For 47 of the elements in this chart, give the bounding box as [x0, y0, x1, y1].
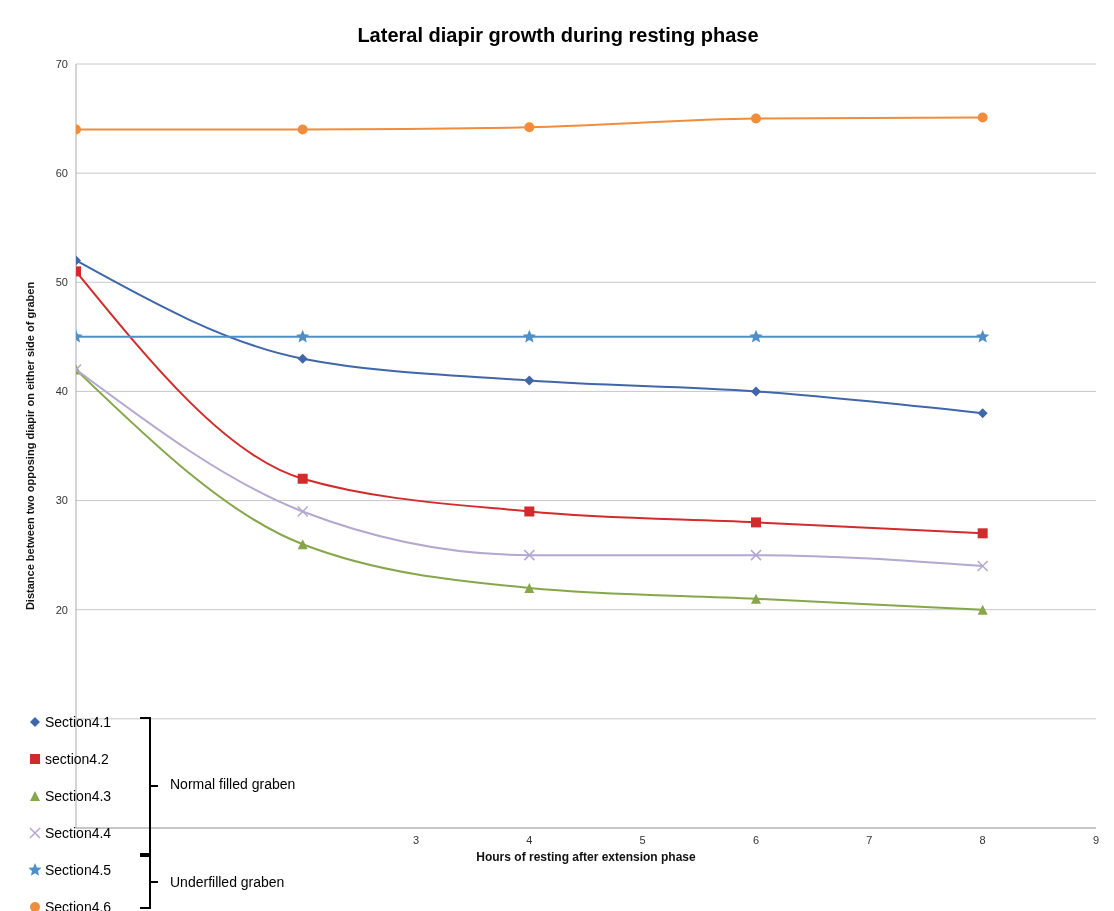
x-tick-label: 8 [979, 833, 986, 846]
y-tick-label: 20 [55, 603, 68, 616]
point [297, 353, 308, 364]
point [296, 505, 309, 518]
point [523, 549, 536, 561]
point [297, 473, 308, 484]
legend-label: Section4.4 [45, 825, 112, 841]
point [977, 408, 988, 419]
y-tick-label: 70 [55, 57, 68, 70]
y-tick-label: 30 [55, 494, 68, 507]
point [751, 593, 761, 604]
point [977, 112, 988, 123]
legend-label: Section4.5 [45, 862, 112, 878]
point [296, 329, 310, 343]
point [297, 539, 308, 550]
point [524, 375, 535, 386]
point [524, 582, 535, 593]
x-tick-label: 6 [752, 833, 760, 846]
point [751, 386, 761, 397]
legend-label: Section4.1 [45, 714, 112, 730]
chart-title: Lateral diapir growth during resting phase [356, 24, 760, 47]
text: Underfilled graben [170, 874, 285, 890]
point [749, 329, 763, 343]
point [524, 506, 535, 517]
x-axis-title: Hours of resting after extension phase [476, 849, 697, 864]
x-tick-label: 4 [526, 833, 533, 846]
legend-label: Section4.3 [45, 788, 112, 804]
x-tick-label: 7 [866, 833, 873, 846]
point [522, 329, 536, 343]
point [751, 113, 761, 124]
point [750, 549, 762, 561]
point [751, 517, 761, 528]
point [976, 329, 990, 343]
x-tick-label: 9 [1092, 833, 1100, 846]
y-axis-title: Distance between two opposing diapir on either side of graben [23, 281, 36, 611]
y-tick-label: 60 [55, 167, 68, 180]
point [977, 528, 988, 539]
x-tick-label: 5 [639, 833, 646, 846]
y-tick-label: 40 [55, 385, 68, 398]
point [297, 124, 308, 135]
annotation: Normal filled graben [170, 776, 296, 792]
point [976, 560, 989, 572]
y-tick-label: 50 [55, 276, 68, 289]
x-tick-label: 3 [412, 833, 420, 846]
point [977, 604, 988, 615]
point [524, 122, 535, 133]
legend-label: section4.2 [45, 751, 109, 767]
